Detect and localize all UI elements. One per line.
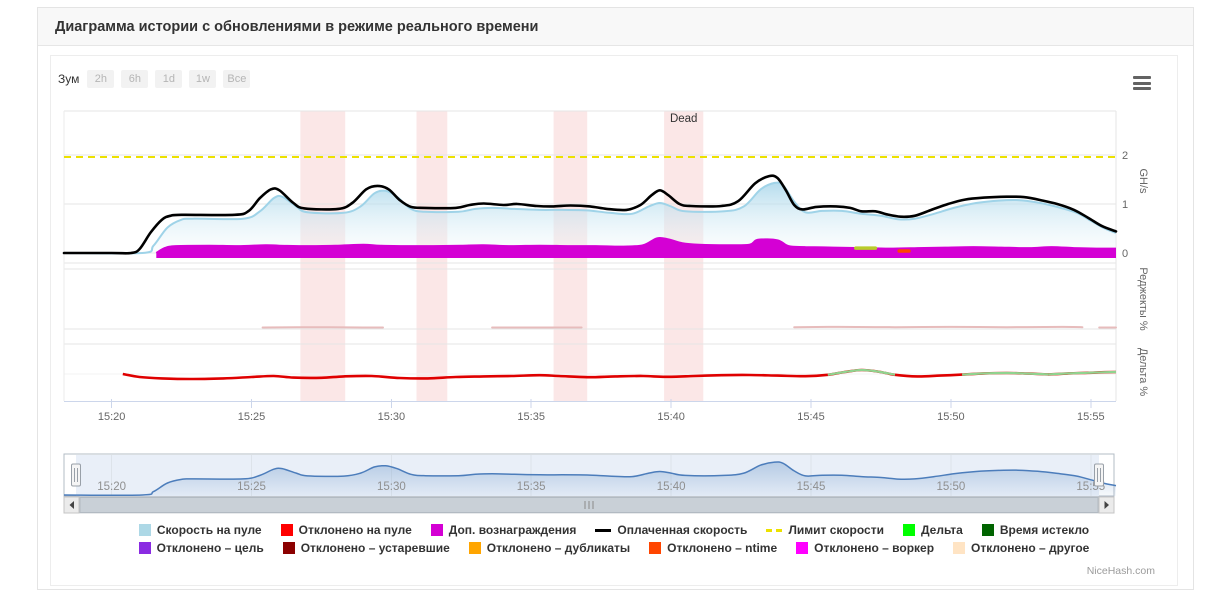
series-paid-speed: [62, 174, 1118, 255]
legend-item-label: Отклонено – устаревшие: [300, 541, 450, 555]
burger-bar: [1133, 76, 1151, 79]
legend-item[interactable]: Отклонено – дубликаты: [468, 541, 631, 555]
navigator-tick-label: 15:30: [377, 481, 406, 493]
legend-marker-icon: [468, 542, 481, 554]
legend-marker-icon: [282, 542, 295, 554]
navigator-series-line: [63, 461, 1117, 497]
series-delta-positive: [827, 368, 896, 376]
legend-item[interactable]: Отклонено – воркер: [796, 541, 934, 555]
x-axis-tick-label: 15:50: [937, 411, 965, 423]
burger-bar: [1133, 87, 1151, 90]
legend-item[interactable]: Отклонено – другое: [953, 541, 1089, 555]
legend-marker-icon: [649, 542, 662, 554]
page-title: Диаграмма истории с обновлениями в режим…: [55, 18, 539, 35]
legend-marker-icon: [138, 524, 151, 536]
zoom-button-1w[interactable]: 1w: [189, 70, 217, 88]
x-axis-tick-label: 15:45: [797, 411, 825, 423]
navigator-tick-label: 15:40: [657, 481, 686, 493]
scrollbar-left-button[interactable]: [63, 496, 80, 514]
legend-item-label: Доп. вознаграждения: [448, 523, 577, 537]
navigator-handle-left[interactable]: [71, 463, 81, 487]
x-axis-tick-label: 15:30: [378, 411, 406, 423]
history-chart-card: Диаграмма истории с обновлениями в режим…: [37, 7, 1194, 590]
series-delta-positive: [1048, 370, 1117, 376]
legend-item[interactable]: Дельта: [902, 523, 963, 537]
legend-marker-icon: [981, 524, 994, 536]
navigator-tick-label: 15:50: [937, 481, 966, 493]
navigator-tick-label: 15:35: [517, 481, 546, 493]
legend-marker-icon: [796, 542, 809, 554]
navigator-series-area: [64, 461, 1116, 496]
card-header: Диаграмма истории с обновлениями в режим…: [38, 8, 1193, 46]
legend-item[interactable]: Лимит скорости: [766, 523, 884, 537]
legend-item-label: Оплаченная скорость: [617, 523, 748, 537]
legend-item-label: Отклонено на пуле: [298, 523, 412, 537]
legend-item[interactable]: Скорость на пуле: [138, 523, 262, 537]
series-area: [156, 237, 1117, 258]
legend-marker-icon: [430, 524, 443, 536]
arrow-left-icon: [69, 501, 74, 509]
zoom-button-все[interactable]: Все: [223, 70, 251, 88]
legend-item-label: Отклонено – воркер: [814, 541, 935, 555]
legend-item-label: Время истекло: [999, 523, 1090, 537]
legend-marker-icon: [953, 542, 966, 554]
zoom-toolbar: Зум 2h 6h 1d 1w Все: [58, 69, 257, 88]
zoom-button-2h[interactable]: 2h: [87, 70, 115, 88]
legend-item-label: Отклонено – ntime: [667, 541, 778, 555]
chart-legend: Скорость на пуле Отклонено на пуле Доп. во…: [51, 523, 1177, 559]
legend-item[interactable]: Отклонено на пуле: [280, 523, 412, 537]
legend-marker-icon: [766, 528, 783, 532]
series-area-line: [155, 236, 1117, 254]
legend-item[interactable]: Отклонено – ntime: [649, 541, 777, 555]
zoom-button-1d[interactable]: 1d: [155, 70, 183, 88]
legend-item-label: Скорость на пуле: [156, 523, 262, 537]
series-area-line: [63, 181, 1117, 255]
legend-item[interactable]: Доп. вознаграждения: [430, 523, 577, 537]
zoom-label: Зум: [58, 71, 80, 86]
legend-marker-icon: [280, 524, 293, 536]
navigator-tick-label: 15:20: [97, 481, 126, 493]
y-axis-title: Реджекты %: [1137, 267, 1149, 331]
navigator-tick-label: 15:45: [797, 481, 826, 493]
legend-marker-icon: [595, 528, 612, 532]
legend-item[interactable]: Отклонено – цель: [138, 541, 264, 555]
dead-annotation: Dead: [670, 113, 698, 125]
legend-item[interactable]: Время истекло: [981, 523, 1090, 537]
navigator-tick-label: 15:25: [237, 481, 266, 493]
legend-item[interactable]: Отклонено – устаревшие: [282, 541, 450, 555]
zoom-button-6h[interactable]: 6h: [121, 70, 149, 88]
burger-bar: [1133, 81, 1151, 85]
y-axis-tick-label: 2: [1122, 150, 1128, 162]
legend-row-1: Скорость на пуле Отклонено на пуле Доп. во…: [138, 523, 1090, 537]
x-axis-tick-label: 15:35: [517, 411, 545, 423]
legend-item-label: Отклонено – цель: [156, 541, 264, 555]
legend-item-label: Отклонено – другое: [971, 541, 1090, 555]
x-axis-tick-label: 15:40: [657, 411, 685, 423]
chart-canvas: Dead 0 1 2 GH/s Реджекты % Дельта % 15:20 15:25 1…: [62, 110, 1149, 514]
y-axis-title: GH/s: [1137, 168, 1149, 194]
legend-item-label: Дельта: [920, 523, 963, 537]
scrollbar-right-button[interactable]: [1098, 496, 1115, 514]
navigator-handle-right[interactable]: [1094, 463, 1104, 487]
x-axis-tick-label: 15:20: [98, 411, 126, 423]
series-area: [64, 182, 1116, 254]
y-axis-tick-label: 1: [1122, 199, 1128, 211]
x-axis-tick-label: 15:55: [1077, 411, 1105, 423]
chart-context-menu-button[interactable]: [1133, 76, 1151, 90]
y-axis-title: Дельта %: [1137, 348, 1149, 397]
series-delta-positive: [962, 371, 1049, 376]
arrow-right-icon: [1104, 501, 1109, 509]
legend-marker-icon: [902, 524, 915, 536]
legend-item[interactable]: Оплаченная скорость: [595, 523, 747, 537]
history-chart: Зум 2h 6h 1d 1w Все Dead 0 1 2 GH/s Реджекты % Дел…: [50, 55, 1178, 586]
legend-item-label: Отклонено – дубликаты: [486, 541, 631, 555]
y-axis-tick-label: 0: [1122, 248, 1128, 260]
x-axis-tick-label: 15:25: [238, 411, 266, 423]
credits-link[interactable]: NiceHash.com: [1086, 565, 1155, 577]
legend-marker-icon: [138, 542, 151, 554]
legend-item-label: Лимит скорости: [788, 523, 884, 537]
legend-row-2: Отклонено – цель Отклонено – устаревшие От…: [138, 541, 1089, 555]
